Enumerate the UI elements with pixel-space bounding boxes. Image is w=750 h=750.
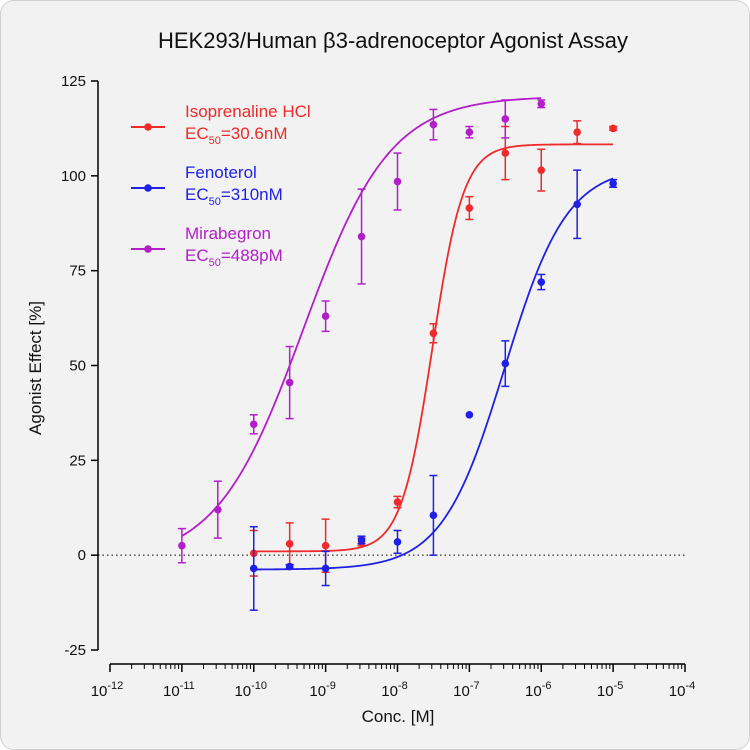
ec50-subscript: 50	[209, 257, 221, 269]
x-tick-label: 10-4	[669, 680, 695, 700]
x-tick-base: 10	[91, 683, 108, 700]
x-tick-exponent: -8	[398, 680, 408, 692]
x-axis-label: Conc. [M]	[362, 707, 435, 726]
data-point	[573, 200, 581, 209]
ec50-subscript: 50	[209, 135, 221, 147]
legend-entry: Mirabegron EC50=488pM	[131, 224, 283, 269]
y-tick-label: 100	[61, 168, 86, 185]
legend-ec50: EC50=30.6nM	[185, 124, 288, 147]
x-tick-exponent: -5	[614, 680, 624, 692]
legend-entry: Fenoterol EC50=310nM	[131, 163, 283, 208]
data-point	[501, 359, 510, 368]
x-tick-label: 10-9	[309, 680, 335, 700]
legend-marker	[144, 245, 152, 253]
x-tick-label: 10-5	[597, 680, 623, 700]
x-tick-label: 10-12	[91, 680, 124, 700]
x-tick-label: 10-8	[381, 680, 407, 700]
legend: Isoprenaline HClEC50=30.6nMFenoterolEC50…	[131, 102, 311, 269]
data-point	[573, 128, 581, 137]
data-point	[285, 378, 294, 387]
y-tick-label: 0	[78, 547, 86, 564]
data-point	[249, 564, 258, 573]
x-tick-base: 10	[525, 683, 542, 700]
ec50-prefix: EC	[185, 246, 209, 265]
series-fenoterol	[249, 169, 618, 611]
legend-ec50: EC50=310nM	[185, 185, 283, 208]
legend-marker	[144, 123, 152, 131]
data-point	[609, 179, 617, 188]
data-point	[501, 149, 510, 157]
legend-name: Mirabegron	[185, 224, 271, 243]
legend-ec50: EC50=488pM	[185, 246, 283, 269]
series-mirabegron	[177, 97, 546, 564]
x-tick-base: 10	[453, 683, 470, 700]
x-tick-base: 10	[597, 683, 614, 700]
x-tick-label: 10-6	[525, 680, 551, 700]
data-point	[537, 99, 546, 108]
data-point	[429, 511, 438, 520]
data-point	[393, 177, 402, 186]
data-point	[357, 232, 366, 241]
y-tick-label: 25	[69, 452, 86, 469]
ec50-prefix: EC	[185, 185, 209, 204]
x-tick-exponent: -6	[542, 680, 552, 692]
x-tick-exponent: -9	[326, 680, 336, 692]
data-point	[249, 420, 258, 429]
x-tick-label: 10-11	[163, 680, 195, 700]
x-tick-exponent: -12	[107, 680, 123, 692]
data-point	[213, 505, 222, 514]
x-tick-exponent: -11	[180, 680, 195, 692]
y-tick-label: -25	[64, 642, 86, 659]
x-tick-base: 10	[669, 683, 686, 700]
data-point	[465, 128, 474, 137]
ec50-value: =30.6nM	[221, 124, 288, 143]
chart-title: HEK293/Human β3-adrenoceptor Agonist Ass…	[158, 28, 628, 53]
data-point	[357, 536, 366, 544]
data-point	[285, 562, 294, 571]
legend-marker	[144, 184, 152, 192]
y-tick-label: 125	[61, 73, 86, 90]
data-point	[429, 329, 438, 338]
data-point	[465, 411, 474, 419]
x-tick-exponent: -4	[685, 680, 695, 692]
data-point	[321, 312, 330, 320]
y-axis-label: Agonist Effect [%]	[26, 301, 45, 435]
y-tick-label: 50	[69, 358, 86, 375]
y-tick-label: 75	[69, 263, 86, 280]
x-tick-exponent: -10	[251, 680, 267, 692]
x-tick-base: 10	[381, 683, 398, 700]
x-tick-base: 10	[309, 683, 326, 700]
data-point	[501, 115, 510, 123]
legend-entry: Isoprenaline HCl EC50=30.6nM	[131, 102, 311, 147]
x-tick-label: 10-10	[234, 680, 267, 700]
legend-name: Fenoterol	[185, 163, 257, 182]
plot-area	[98, 97, 685, 611]
x-tick-exponent: -7	[470, 680, 480, 692]
data-point	[393, 498, 402, 506]
x-tick-base: 10	[234, 683, 251, 700]
data-point	[178, 541, 186, 550]
data-point	[537, 166, 546, 174]
ec50-value: =488pM	[221, 246, 283, 265]
x-tick-label: 10-7	[453, 680, 479, 700]
ec50-prefix: EC	[185, 124, 209, 143]
data-point	[465, 204, 474, 212]
data-point	[285, 539, 294, 548]
ec50-value: =310nM	[221, 185, 283, 204]
data-point	[609, 124, 617, 133]
data-point	[429, 120, 438, 129]
ec50-subscript: 50	[209, 196, 221, 208]
legend-name: Isoprenaline HCl	[185, 102, 311, 121]
data-point	[321, 564, 330, 573]
data-point	[537, 278, 546, 286]
x-tick-base: 10	[163, 683, 180, 700]
data-point	[393, 538, 402, 546]
data-point	[321, 541, 330, 550]
